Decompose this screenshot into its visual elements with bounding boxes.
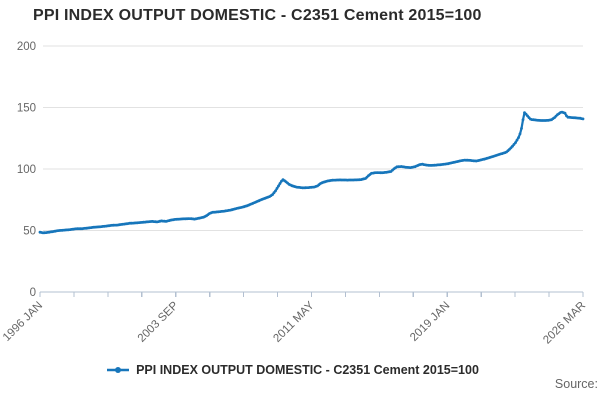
series-point-marker	[581, 117, 585, 121]
series-point-marker	[563, 111, 567, 115]
series-point-marker	[277, 184, 280, 188]
y-axis-label: 200	[17, 41, 36, 53]
series-point-marker	[520, 126, 523, 130]
x-axis-label: 2003 SEP	[136, 299, 181, 344]
chart-plot-area: 0 50 100 150 200 1996 JAN 2003 SEP 2011 MAY 2019…	[1, 41, 588, 347]
series-point-marker	[515, 138, 519, 142]
series-point-marker	[274, 189, 277, 193]
y-axis-label: 0	[30, 287, 36, 299]
source-attribution: Source:	[554, 377, 598, 391]
x-axis-label: 2011 MAY	[271, 299, 316, 344]
x-axis-label: 2019 JAN	[408, 300, 452, 344]
series-point-marker	[278, 182, 282, 185]
series-point-marker	[275, 187, 279, 190]
series-point-marker	[514, 141, 517, 145]
legend-series-marker-icon	[107, 367, 130, 373]
series-point-marker	[271, 193, 274, 197]
legend: PPI INDEX OUTPUT DOMESTIC - C2351 Cement…	[0, 363, 585, 377]
chart-title: PPI INDEX OUTPUT DOMESTIC - C2351 Cement…	[33, 7, 482, 24]
series-point-marker	[517, 136, 520, 140]
series-point-marker	[518, 132, 522, 136]
y-axis-label: 150	[17, 103, 36, 115]
y-axis-label: 100	[17, 164, 36, 176]
x-axis-label: 1996 JAN	[1, 300, 45, 344]
x-axis-label: 2026 MAR	[541, 300, 588, 347]
series-point-marker	[521, 118, 525, 122]
y-axis-label: 50	[23, 226, 36, 238]
legend-item-label[interactable]: PPI INDEX OUTPUT DOMESTIC - C2351 Cement…	[136, 363, 479, 377]
legend-dot-icon	[115, 367, 122, 373]
series-line	[38, 111, 585, 234]
